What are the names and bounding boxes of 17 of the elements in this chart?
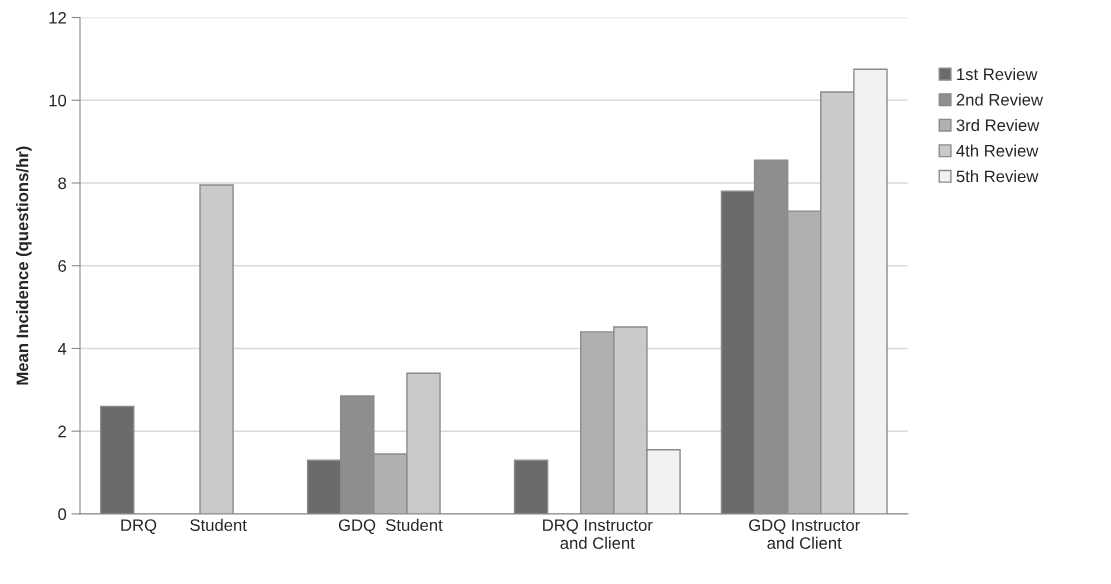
y-tick-label: 10 bbox=[49, 94, 67, 107]
legend-label: 2nd Review bbox=[956, 93, 1044, 106]
x-tick-label: GDQ Instructor and Client bbox=[749, 519, 860, 549]
y-tick-label: 8 bbox=[58, 177, 67, 190]
legend-label: 4th Review bbox=[956, 144, 1039, 157]
y-tick-label: 4 bbox=[57, 343, 67, 355]
y-tick-label: 12 bbox=[49, 11, 66, 24]
legend-label: 1st Review bbox=[957, 67, 1038, 81]
y-tick-label: 2 bbox=[58, 425, 66, 438]
y-tick-label: 0 bbox=[58, 508, 67, 521]
x-tick-label: DRQ Instructor and Client bbox=[543, 519, 653, 549]
x-tick-label: GDQ Student bbox=[338, 518, 443, 535]
legend-label: 5th Review bbox=[956, 170, 1039, 183]
y-tick-label: 6 bbox=[58, 260, 67, 272]
y-axis-title: Mean Incidence (questions/hr) bbox=[16, 146, 32, 385]
legend-label: 3rd Review bbox=[956, 118, 1040, 132]
x-tick-label: DRQ Student bbox=[121, 518, 247, 535]
